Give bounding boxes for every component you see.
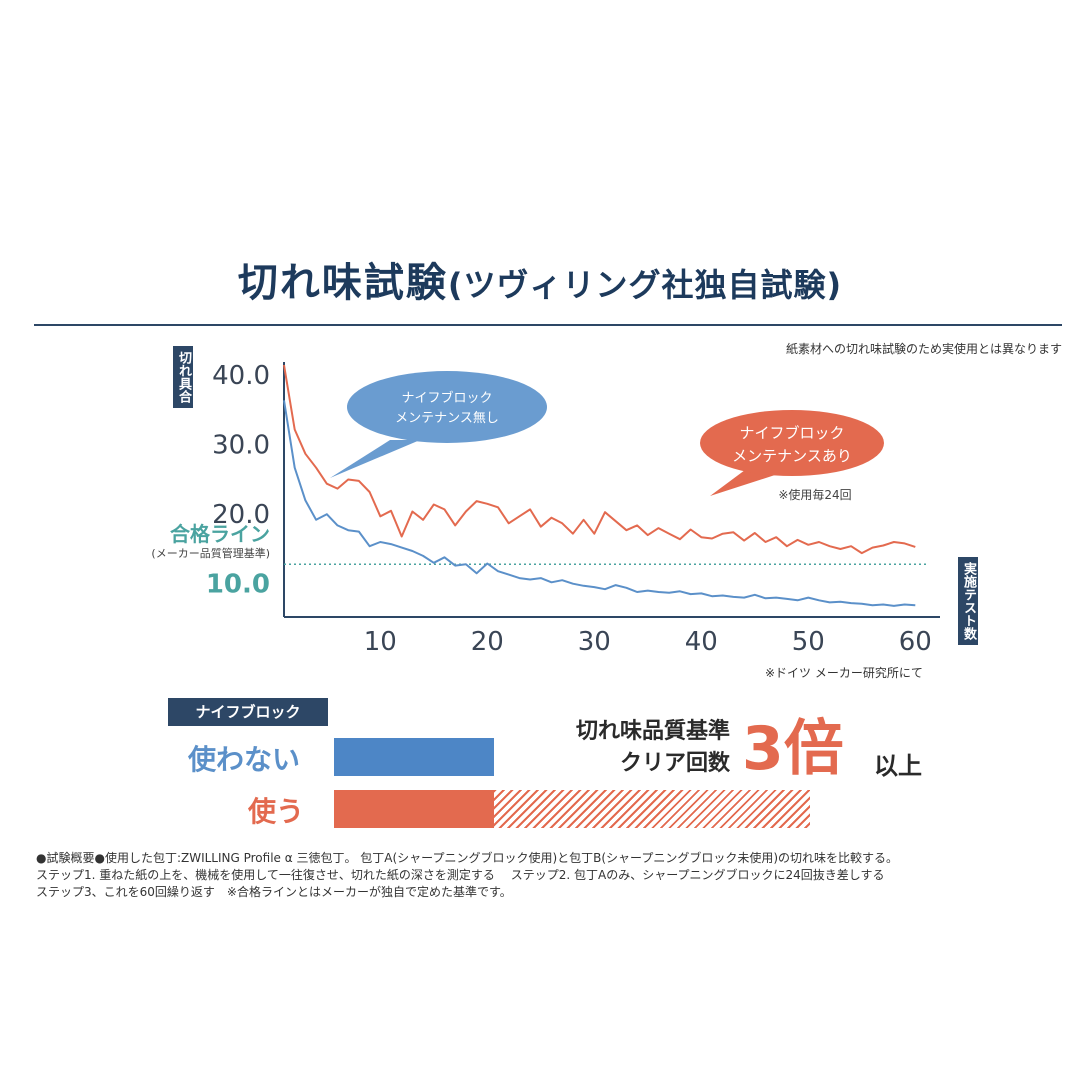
x-tick-label: 40 [685,627,718,657]
series-line-maintenance [283,364,916,555]
title-divider [34,324,1062,326]
x-tick-label: 60 [899,627,932,657]
line-chart: 40.0 30.0 20.0 10.0 10 20 30 40 50 60 合格ライン(メーカー品質… [151,361,940,657]
x-tick-label: 20 [471,627,504,657]
title-sub: (ツヴィリング社独自試験) [447,266,843,304]
x-tick-label: 10 [364,627,397,657]
disclaimer-note: 紙素材への切れ味試験のため実使用とは異なります [785,342,1062,356]
row-label-without: 使わない [188,743,301,776]
callout-note: ※使用毎24回 [778,487,851,502]
criteria-line-1: 切れ味品質基準 [575,719,730,744]
callout-pointer-blue [330,440,420,478]
x-tick-label: 50 [792,627,825,657]
bar-with-block-base [334,790,494,828]
times-unit: 倍 [783,714,844,784]
callout-text: ナイフブロック [739,424,844,442]
criteria-line-2: クリア回数 [619,751,730,776]
test-summary: ●試験概要●使用した包丁:ZWILLING Profile α 三徳包丁。 包丁… [36,850,1072,901]
title-main: 切れ味試験 [237,260,448,306]
callout-pointer-red [710,470,775,496]
comparison-header: ナイフブロック [168,698,328,726]
x-tick-label: 30 [578,627,611,657]
bar-with-block-extra [494,790,810,828]
callout-text: ナイフブロック [401,390,492,406]
series-line-no-maintenance [283,400,916,607]
callout-bubble-blue [347,371,547,443]
summary-line: ステップ3、これを60回繰り返す ※合格ラインとはメーカーが独自で定めた基準です… [36,885,512,899]
bar-without-block [334,738,494,776]
criteria-label: 切れ味品質基準 クリア回数 [540,716,730,780]
pass-line-label: 合格ライン [170,522,270,546]
research-note: ※ドイツ メーカー研究所にて [765,666,923,680]
x-axis-label: 実施テスト数 [958,557,978,645]
chart-title: 切れ味試験(ツヴィリング社独自試験) [0,250,1080,308]
summary-line: ステップ1. 重ねた紙の上を、機械を使用して一往復させ、切れた紙の深さを測定する… [36,868,885,882]
times-value: 3倍 [742,700,844,787]
times-suffix: 以上 [874,752,922,780]
y-tick-label: 40.0 [212,361,270,391]
callout-text: メンテナンスあり [732,447,852,465]
y-tick-label: 10.0 [206,569,270,599]
summary-line: ●試験概要●使用した包丁:ZWILLING Profile α 三徳包丁。 包丁… [36,851,899,865]
times-number: 3 [742,714,784,784]
y-tick-label: 30.0 [212,430,270,460]
row-label-with: 使う [248,795,305,828]
y-axis-label: 切れ具合 [173,346,193,408]
pass-line-sublabel: (メーカー品質管理基準) [151,546,270,560]
callout-text: メンテナンス無し [395,411,499,426]
callout-bubble-red [700,410,884,476]
y-tick-label: 20.0 [212,500,270,530]
